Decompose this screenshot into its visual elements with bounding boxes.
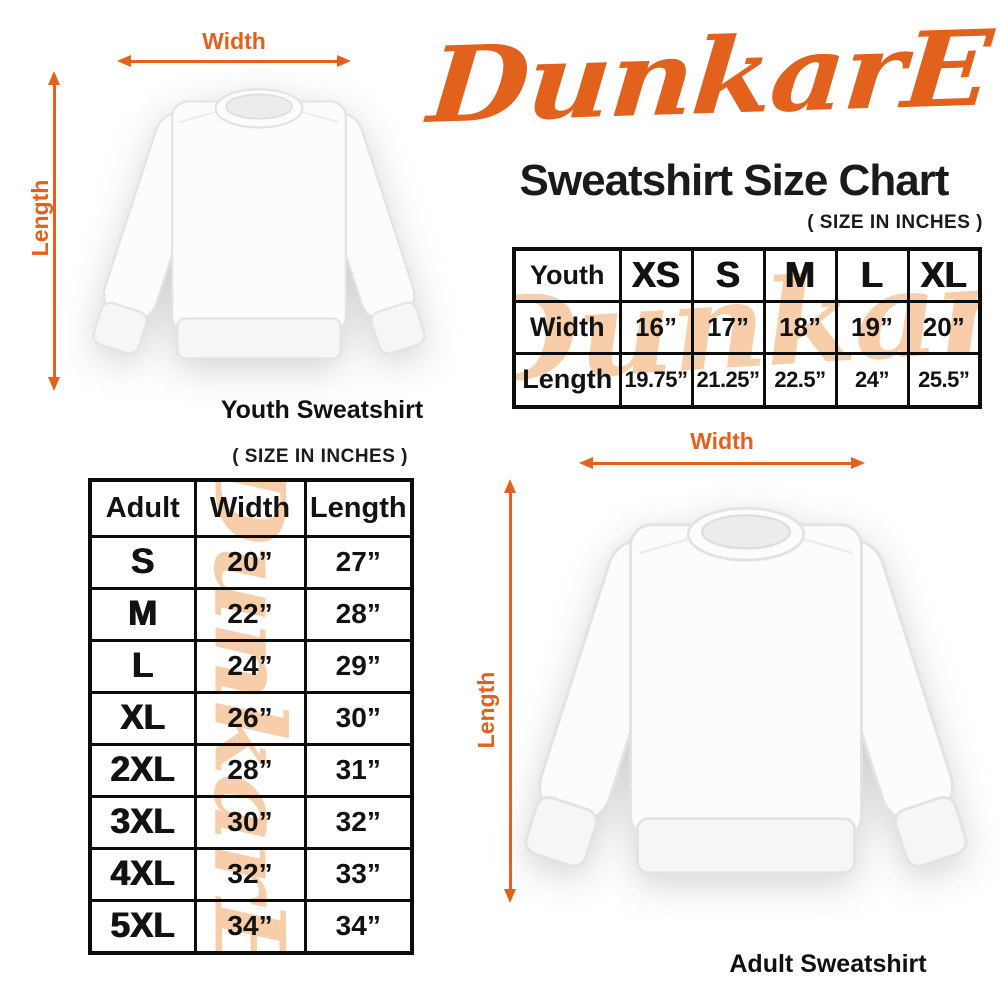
adult-length-cell: 32”	[303, 794, 414, 850]
adult-length-cell: 31”	[303, 742, 414, 798]
youth-length-arrow	[48, 71, 60, 391]
adult-width-cell: 26”	[193, 690, 307, 746]
page-title: Sweatshirt Size Chart	[519, 156, 950, 205]
adult-width-cell: 32”	[193, 846, 307, 902]
youth-length-cell: 22.5”	[762, 351, 838, 409]
units-note-adult: ( SIZE IN INCHES )	[232, 446, 408, 467]
youth-size-header: XL	[906, 247, 982, 303]
adult-width-label: Width	[690, 428, 754, 454]
adult-width-cell: 28”	[193, 742, 307, 798]
adult-size-cell: 4XL	[88, 846, 197, 902]
youth-length-cell: 21.25”	[690, 351, 766, 409]
adult-size-cell: 5XL	[88, 898, 197, 955]
youth-width-cell: 16”	[618, 299, 694, 355]
sweatshirt-icon	[516, 506, 976, 875]
youth-width-cell: 19”	[834, 299, 910, 355]
adult-width-cell: 24”	[193, 638, 307, 694]
adult-table-header: Adult	[88, 478, 197, 538]
youth-width-row-label: Width	[512, 299, 622, 355]
adult-length-cell: 27”	[303, 534, 414, 590]
brand-logo: DunkarE	[423, 6, 995, 147]
adult-length-cell: 29”	[303, 638, 414, 694]
youth-length-cell: 25.5”	[906, 351, 982, 409]
adult-length-cell: 30”	[303, 690, 414, 746]
adult-width-arrow	[579, 457, 865, 469]
adult-width-cell: 20”	[193, 534, 307, 590]
youth-length-cell: 19.75”	[618, 351, 694, 409]
youth-width-cell: 17”	[690, 299, 766, 355]
youth-width-arrow	[117, 55, 351, 67]
youth-figure-caption: Youth Sweatshirt	[220, 396, 424, 424]
youth-size-header: XS	[618, 247, 694, 303]
youth-size-header: S	[690, 247, 766, 303]
adult-table-header: Width	[193, 478, 307, 538]
adult-length-label: Length	[473, 671, 499, 749]
adult-size-table: Adult Width Length S 20” 27” M 22” 28” L…	[88, 478, 414, 955]
youth-length-cell: 24”	[834, 351, 910, 409]
youth-size-header: M	[762, 247, 838, 303]
adult-size-cell: 3XL	[88, 794, 197, 850]
adult-sweatshirt-image	[492, 466, 1000, 952]
youth-table-corner: Youth	[512, 247, 622, 303]
youth-width-cell: 20”	[906, 299, 982, 355]
adult-size-cell: L	[88, 638, 197, 694]
units-note-top: ( SIZE IN INCHES )	[807, 212, 983, 233]
adult-length-arrow	[504, 479, 516, 903]
youth-width-cell: 18”	[762, 299, 838, 355]
adult-size-cell: M	[88, 586, 197, 642]
adult-length-cell: 28”	[303, 586, 414, 642]
youth-size-table: Youth XS S M L XL Width 16” 17” 18” 19” …	[512, 247, 982, 409]
youth-size-header: L	[834, 247, 910, 303]
adult-length-cell: 34”	[303, 898, 414, 955]
adult-figure-caption: Adult Sweatshirt	[729, 950, 927, 978]
youth-length-row-label: Length	[512, 351, 622, 409]
adult-width-cell: 34”	[193, 898, 307, 955]
adult-size-cell: S	[88, 534, 197, 590]
adult-size-cell: 2XL	[88, 742, 197, 798]
adult-table-header: Length	[303, 478, 414, 538]
youth-width-label: Width	[202, 28, 266, 54]
youth-length-label: Length	[27, 179, 53, 257]
adult-width-cell: 22”	[193, 586, 307, 642]
adult-size-cell: XL	[88, 690, 197, 746]
adult-width-cell: 30”	[193, 794, 307, 850]
adult-length-cell: 33”	[303, 846, 414, 902]
